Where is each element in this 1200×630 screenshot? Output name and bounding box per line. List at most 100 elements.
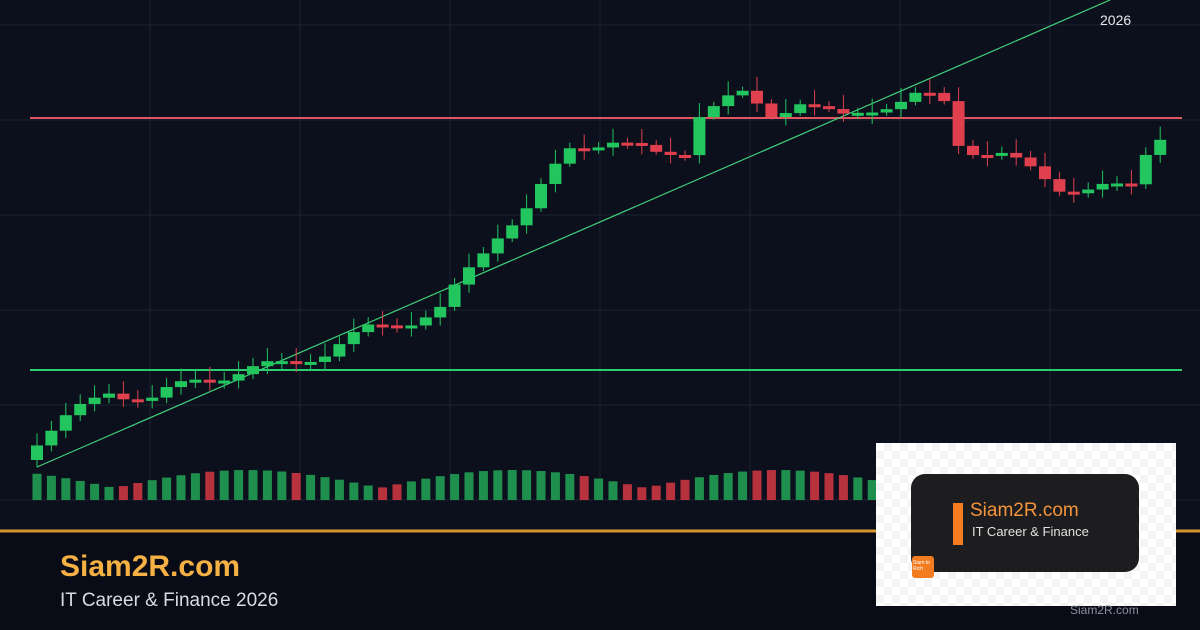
candle	[1053, 179, 1066, 192]
candle	[621, 142, 634, 146]
candle	[319, 356, 331, 362]
candle	[1039, 166, 1051, 180]
candle	[967, 145, 979, 156]
candle	[491, 238, 504, 254]
candle	[1125, 183, 1138, 187]
candle	[866, 112, 879, 116]
candle	[751, 90, 763, 104]
volume-bar	[406, 481, 416, 500]
candle	[160, 387, 173, 398]
watermark: Siam2R.com	[1070, 603, 1139, 617]
volume-bar	[709, 474, 719, 500]
volume-bar	[421, 478, 431, 500]
volume-bar	[723, 473, 733, 500]
volume-bar	[522, 470, 532, 500]
candle	[175, 381, 187, 388]
volume-bar	[694, 477, 704, 500]
volume-bar	[162, 477, 172, 500]
volume-bar	[579, 476, 589, 500]
volume-bar	[277, 471, 287, 500]
candle	[261, 361, 274, 367]
volume-bar	[61, 478, 71, 500]
logo-icon: Siam to Rich	[912, 556, 934, 578]
volume-bar	[435, 476, 445, 500]
volume-bar	[248, 470, 258, 500]
candle	[607, 142, 619, 148]
volume-bar	[622, 484, 632, 500]
volume-bar	[493, 470, 503, 500]
volume-bar	[32, 473, 42, 500]
candle	[765, 103, 778, 118]
candle	[592, 147, 605, 151]
candle	[808, 104, 821, 108]
candle	[333, 344, 346, 357]
candle	[578, 148, 591, 152]
volume-bar	[262, 470, 272, 500]
candle	[909, 92, 922, 102]
candle	[679, 154, 691, 158]
candle	[1096, 183, 1109, 190]
volume-bar	[320, 477, 330, 500]
candle	[362, 324, 375, 333]
candle	[290, 361, 303, 365]
candle	[59, 415, 72, 431]
candle	[203, 379, 216, 383]
candle	[391, 325, 403, 329]
volume-bar	[766, 470, 776, 500]
candle	[823, 106, 835, 110]
volume-bar	[334, 479, 344, 500]
volume-bar	[550, 472, 560, 500]
candle	[103, 393, 115, 398]
logo-subtitle: IT Career & Finance	[972, 524, 1089, 539]
candle	[275, 361, 288, 365]
volume-bar	[147, 480, 157, 500]
candle	[520, 208, 533, 226]
volume-bar	[651, 485, 661, 500]
logo-title: Siam2R.com	[970, 500, 1079, 521]
volume-bar	[781, 470, 791, 500]
volume-bar	[853, 477, 863, 500]
candle	[635, 142, 648, 146]
banner-title: Siam2R.com	[60, 550, 241, 583]
candle	[1082, 189, 1095, 194]
logo-panel: Siam2R.com IT Career & Finance Siam to R…	[876, 443, 1176, 606]
candle	[1024, 157, 1037, 167]
candle	[549, 163, 562, 184]
trend-line	[36, 0, 1111, 468]
candle	[506, 225, 519, 239]
candle	[664, 151, 677, 155]
candle	[1139, 154, 1152, 185]
volume-bar	[291, 472, 301, 500]
volume-bar	[392, 484, 402, 500]
candle	[1010, 152, 1023, 158]
candle	[794, 104, 807, 114]
candle	[952, 101, 965, 146]
candle	[779, 113, 792, 118]
volume-bar	[824, 473, 834, 500]
candle	[895, 101, 907, 110]
candle	[463, 267, 475, 285]
candle	[477, 253, 490, 268]
volume-bar	[637, 487, 647, 500]
candle	[563, 148, 576, 164]
volume-bar	[75, 480, 85, 500]
volume-bar	[219, 470, 229, 500]
logo-bar	[953, 503, 963, 545]
candle	[722, 95, 735, 107]
candle	[995, 152, 1008, 156]
volume-bar	[680, 479, 690, 500]
volume-bar	[478, 471, 488, 500]
year-label: 2026	[1100, 12, 1132, 28]
candle	[880, 109, 893, 113]
candle	[707, 106, 720, 118]
volume-bar	[752, 470, 762, 500]
candle	[851, 112, 864, 116]
volume-bar	[594, 478, 604, 500]
candle	[218, 380, 231, 384]
candle	[347, 332, 360, 345]
candle	[1111, 183, 1123, 187]
volume-bar	[349, 482, 359, 500]
volume-bar	[838, 475, 848, 500]
volume-bar	[565, 473, 575, 500]
volume-bar	[118, 486, 128, 500]
